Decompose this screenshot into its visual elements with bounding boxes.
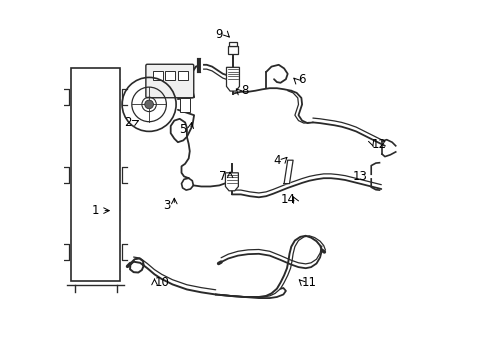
Text: 5: 5	[179, 123, 186, 136]
Text: 12: 12	[371, 138, 386, 150]
Circle shape	[144, 100, 153, 109]
Text: 9: 9	[215, 28, 223, 41]
Bar	[152, 71, 163, 80]
Text: 4: 4	[273, 154, 280, 167]
Text: 2: 2	[123, 116, 131, 129]
Text: 8: 8	[240, 84, 248, 96]
Bar	[227, 46, 238, 54]
Text: 1: 1	[91, 204, 99, 217]
Text: 3: 3	[163, 199, 170, 212]
Polygon shape	[225, 173, 238, 191]
Bar	[178, 71, 187, 80]
Bar	[179, 98, 190, 112]
Bar	[71, 68, 120, 281]
Bar	[165, 71, 175, 80]
Text: 6: 6	[298, 73, 305, 86]
Text: 11: 11	[301, 276, 316, 289]
Text: 14: 14	[280, 193, 295, 206]
Polygon shape	[284, 160, 292, 184]
Polygon shape	[226, 67, 239, 91]
Text: 7: 7	[219, 170, 226, 183]
Text: 13: 13	[351, 170, 366, 183]
Bar	[229, 42, 236, 46]
Text: 10: 10	[154, 276, 169, 289]
FancyBboxPatch shape	[145, 64, 193, 98]
